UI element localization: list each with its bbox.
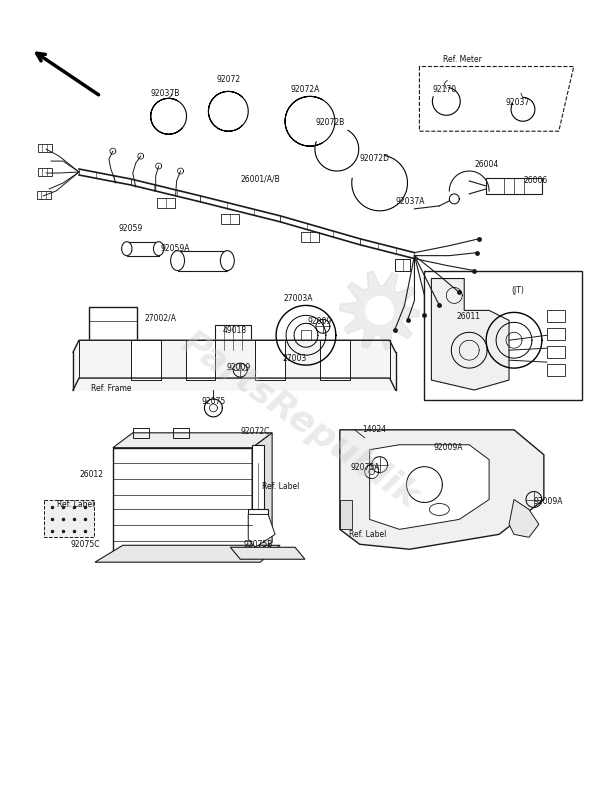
Polygon shape [248,514,275,547]
Bar [185,340,215,380]
Ellipse shape [122,242,132,256]
Text: 92075A: 92075A [351,463,380,472]
Bar [301,330,311,340]
Text: Ref. Label: Ref. Label [262,482,300,491]
Polygon shape [95,546,280,562]
Bar [131,340,161,380]
Text: 92075B: 92075B [244,540,273,549]
Polygon shape [340,271,419,349]
Text: 92059: 92059 [119,225,143,233]
Text: 92037: 92037 [506,98,530,107]
Text: (JT): (JT) [512,286,524,295]
Polygon shape [509,499,539,537]
Text: 92009A: 92009A [533,497,563,506]
Bar [547,364,565,376]
Text: Ref. Label: Ref. Label [349,530,386,539]
Text: 14024: 14024 [362,425,387,434]
Text: 26011: 26011 [456,312,480,321]
Bar [113,447,252,557]
Text: 49018: 49018 [222,326,247,334]
Bar [133,428,149,438]
Bar [44,499,94,537]
Ellipse shape [154,242,164,256]
Bar [37,191,51,199]
Polygon shape [370,445,489,529]
Text: 92009A: 92009A [434,444,463,452]
Bar [38,144,52,152]
Text: Ref. Meter: Ref. Meter [443,55,482,64]
Text: 27003: 27003 [283,354,307,363]
Bar [301,232,319,242]
Bar [320,340,350,380]
Bar [255,340,285,380]
Bar [395,258,410,271]
Polygon shape [113,433,272,447]
Bar [486,178,542,194]
Text: 92037B: 92037B [151,89,181,98]
Ellipse shape [220,250,235,271]
Bar [89,308,137,342]
Text: PartsRepublik: PartsRepublik [175,325,425,515]
Polygon shape [252,433,272,557]
Polygon shape [73,340,395,390]
Text: 26004: 26004 [474,159,498,169]
Bar [127,242,158,256]
Bar [340,499,352,529]
Text: Ref. Frame: Ref. Frame [91,384,131,392]
Bar [547,328,565,340]
Text: 26001/A/B: 26001/A/B [241,174,280,184]
Text: 26006: 26006 [524,177,548,185]
Ellipse shape [170,250,185,271]
Bar [248,509,268,528]
Polygon shape [230,547,305,559]
Bar [178,250,227,271]
Polygon shape [365,297,394,324]
Text: 92072C: 92072C [241,427,270,436]
Text: 92059A: 92059A [161,244,190,254]
Text: 92037A: 92037A [396,197,425,206]
Bar [221,214,239,224]
Polygon shape [340,430,544,550]
Bar [157,198,175,208]
Bar [424,271,581,400]
Text: 92170: 92170 [432,85,457,94]
Text: 26012: 26012 [80,470,104,479]
Text: Ref. Label: Ref. Label [58,500,95,509]
Text: 27002/A: 27002/A [145,314,176,323]
Text: 92009: 92009 [308,317,332,326]
Bar [252,445,264,509]
Text: 92009: 92009 [226,363,250,371]
Text: 92075: 92075 [201,397,226,407]
Bar [38,168,52,176]
Bar [547,310,565,323]
Bar [215,325,251,350]
Text: 92072B: 92072B [315,118,344,126]
Bar [173,428,188,438]
Text: 92072: 92072 [216,75,241,84]
Text: 27003A: 27003A [283,294,313,303]
Bar [547,346,565,358]
Text: 92072D: 92072D [359,154,389,162]
Text: 92075C: 92075C [70,540,100,549]
Polygon shape [431,279,509,390]
Text: 92072A: 92072A [290,85,320,94]
